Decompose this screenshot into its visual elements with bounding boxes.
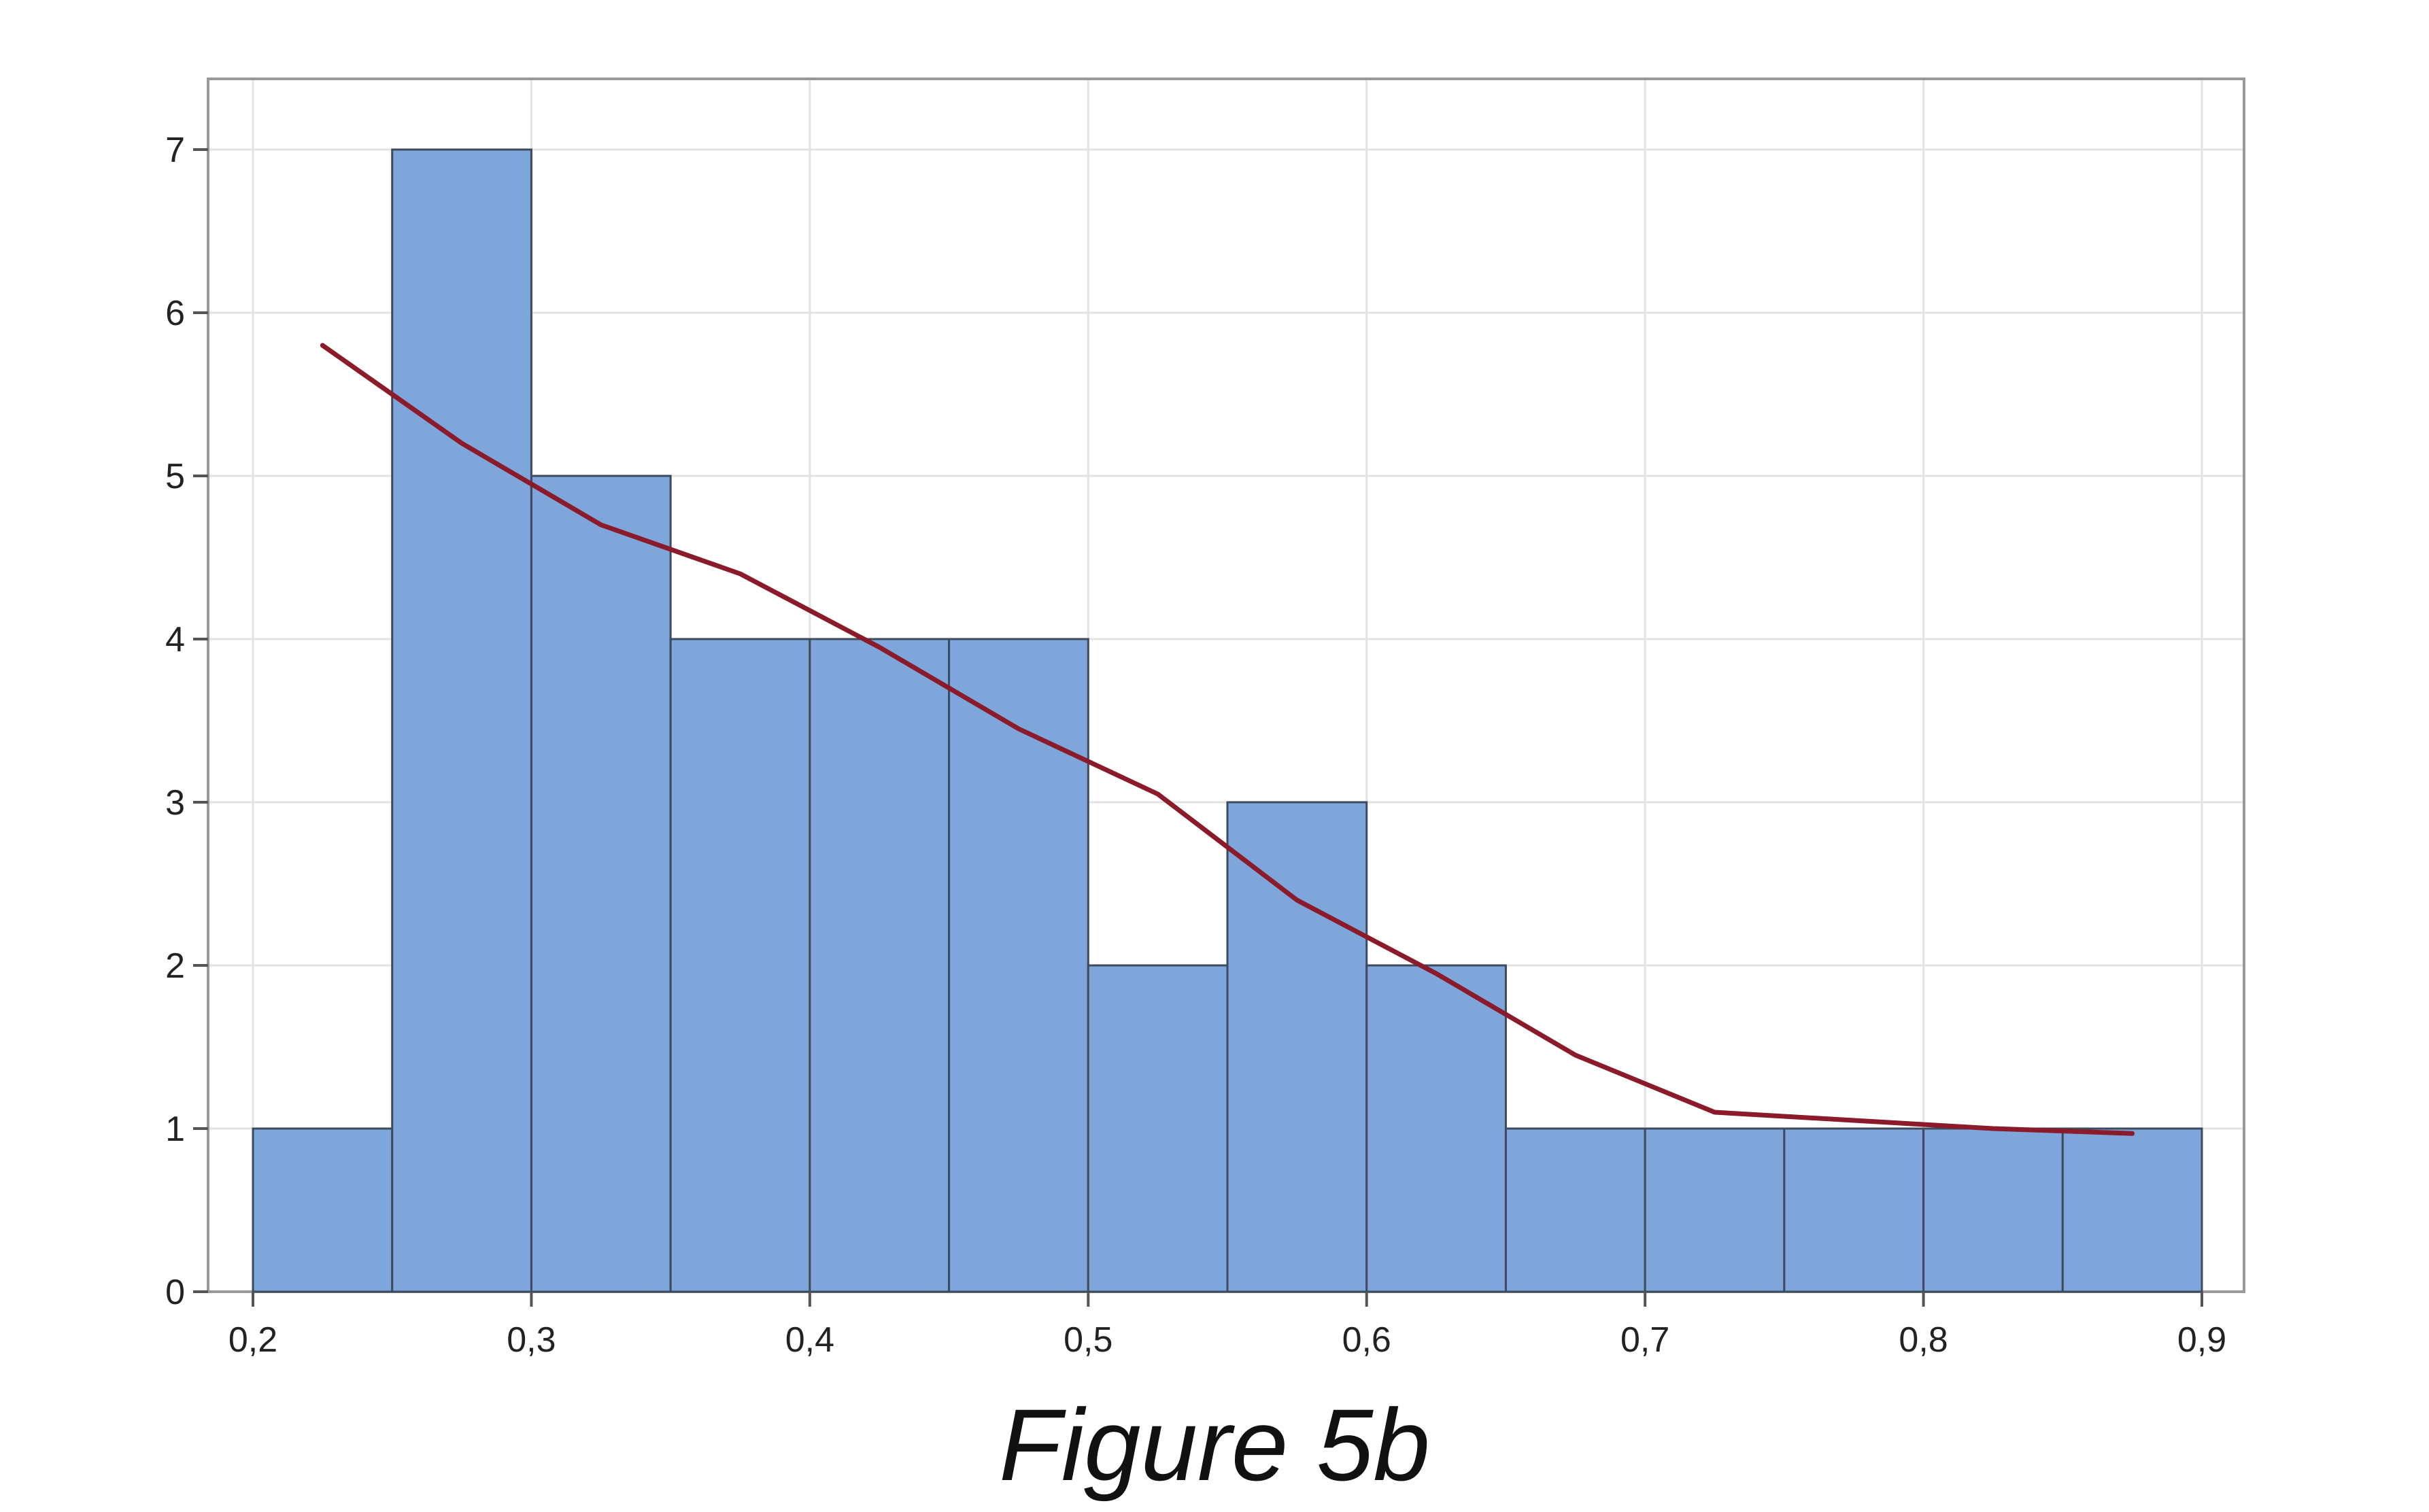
x-tick-label: 0,8 (1899, 1320, 1948, 1360)
x-tick-label: 0,6 (1342, 1320, 1391, 1360)
y-tick-label: 7 (165, 131, 185, 170)
histogram-bar (391, 148, 532, 1293)
histogram-bar (1504, 1127, 1646, 1293)
y-tick-label: 0 (165, 1273, 185, 1312)
x-tick-label: 0,9 (2177, 1320, 2226, 1360)
histogram-bar (252, 1127, 394, 1293)
y-tick-label: 3 (165, 783, 185, 823)
histogram-bar (1783, 1127, 1925, 1293)
histogram-bar (2061, 1127, 2203, 1293)
histogram-bars (252, 148, 2203, 1293)
x-tick-label: 0,7 (1620, 1320, 1669, 1360)
x-tick-label: 0,5 (1064, 1320, 1112, 1360)
histogram-bar (809, 638, 951, 1293)
histogram-bar (1365, 964, 1507, 1293)
histogram-bar (1226, 801, 1368, 1293)
y-tick-label: 4 (165, 620, 185, 659)
histogram-bar (1922, 1127, 2064, 1293)
figure-caption: Figure 5b (999, 1388, 1430, 1502)
histogram-bar (669, 638, 811, 1293)
x-tick-label: 0,3 (507, 1320, 556, 1360)
fitted-curve (320, 343, 2135, 1136)
x-tick-label: 0,4 (785, 1320, 834, 1360)
y-tick-label: 1 (165, 1110, 185, 1149)
y-tick-label: 5 (165, 457, 185, 496)
histogram-bar (1087, 964, 1229, 1293)
histogram-bar (948, 638, 1089, 1293)
axes: 0,2 0,3 0,4 0,5 0,6 0,7 0,8 0,9 0 1 2 3 4 5 6 7 (165, 131, 2226, 1360)
y-tick-label: 2 (165, 946, 185, 986)
histogram-bar (1644, 1127, 1786, 1293)
x-tick-label: 0,2 (228, 1320, 277, 1360)
histogram-bar (530, 475, 672, 1293)
y-tick-label: 6 (165, 294, 185, 333)
